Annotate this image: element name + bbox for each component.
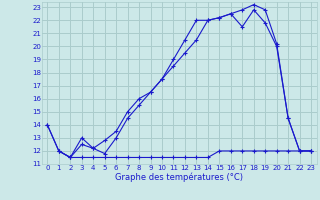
X-axis label: Graphe des températures (°C): Graphe des températures (°C) xyxy=(115,172,243,182)
